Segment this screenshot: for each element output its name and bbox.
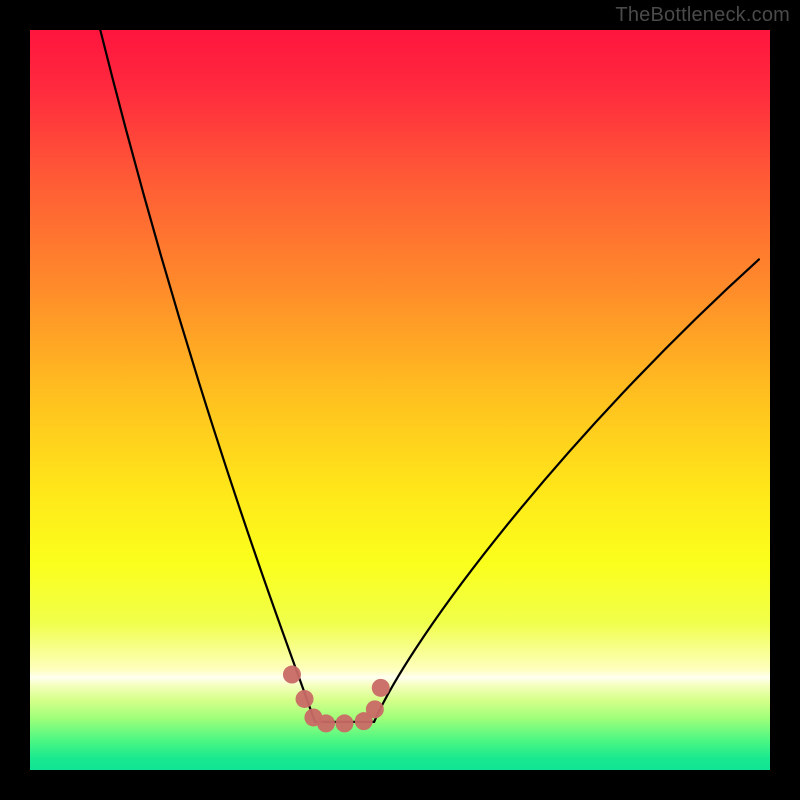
curve-marker [296, 690, 314, 708]
bottleneck-chart [0, 0, 800, 800]
watermark-text: TheBottleneck.com [615, 4, 790, 27]
plot-background [30, 30, 770, 770]
curve-marker [336, 714, 354, 732]
curve-marker [317, 714, 335, 732]
curve-marker [283, 666, 301, 684]
curve-marker [366, 700, 384, 718]
curve-marker [372, 679, 390, 697]
